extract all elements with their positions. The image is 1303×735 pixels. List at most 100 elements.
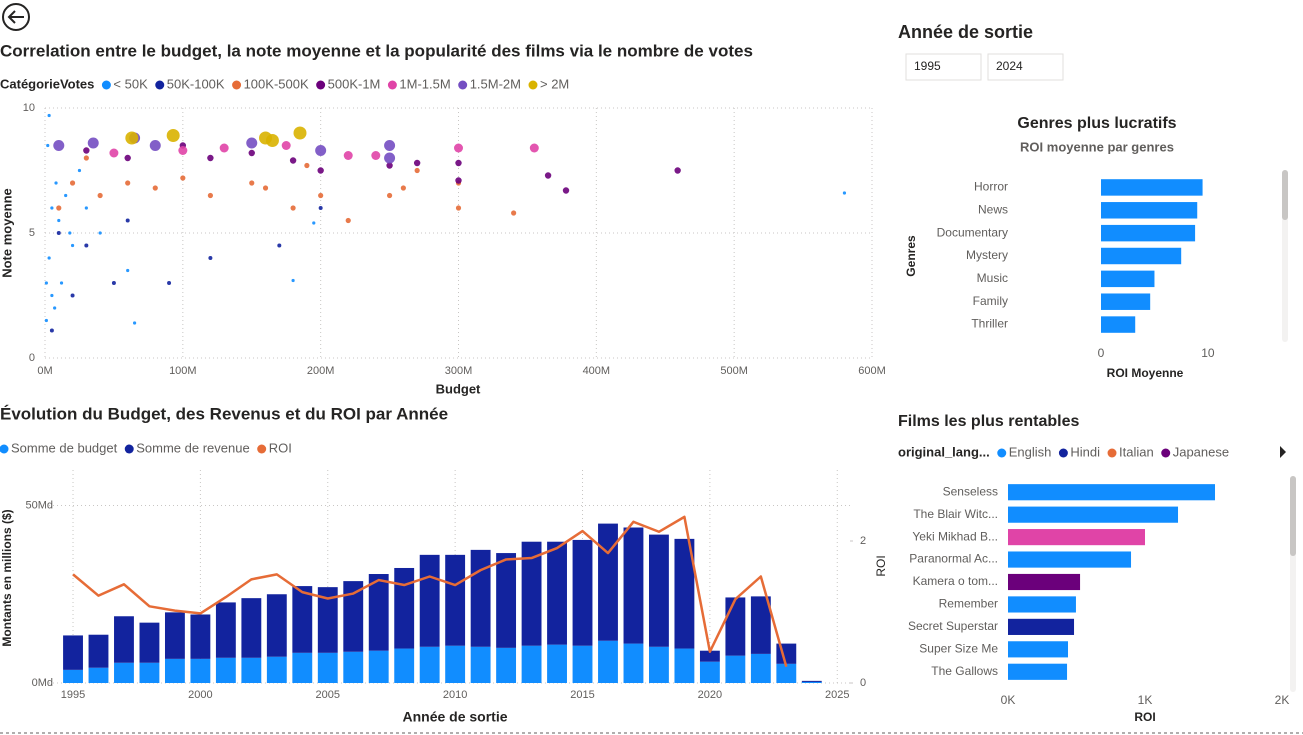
slicer-to-box[interactable] [987, 53, 1064, 81]
bar [1008, 484, 1216, 501]
scatter-point [87, 137, 99, 149]
y-tick-label: 5 [29, 227, 35, 239]
slicer-from-box[interactable] [905, 53, 982, 81]
bar [88, 634, 109, 668]
scatter-point [207, 154, 214, 162]
bar [164, 658, 185, 683]
x-tick-label: 1995 [61, 689, 85, 701]
scatter-point [83, 147, 90, 154]
legend-label: Somme de budget [11, 440, 118, 455]
y-tick-label: 0Md [32, 677, 53, 689]
bar [547, 541, 567, 645]
x-tick-label: 300M [445, 365, 473, 377]
y2-tick-label: 2 [860, 535, 866, 547]
bar [343, 651, 364, 683]
scatter-point [49, 328, 54, 333]
scatter-point [345, 217, 351, 224]
category-label: Family [973, 294, 1008, 308]
legend-label: Hindi [1070, 444, 1100, 459]
bar [623, 527, 644, 644]
scatter-point [132, 321, 137, 325]
scatter-point [56, 231, 61, 235]
legend-next-arrow[interactable] [1280, 446, 1286, 458]
category-label: The Blair Witc... [913, 507, 998, 521]
category-label: Mystery [966, 248, 1008, 262]
x-axis-title: ROI Moyenne [1107, 366, 1184, 380]
bar [190, 658, 211, 683]
bar [750, 596, 771, 654]
slicer-to[interactable]: 2024 [996, 59, 1023, 73]
legend-marker [0, 444, 9, 454]
bar [394, 567, 415, 649]
bar [215, 602, 236, 658]
bar [547, 644, 567, 683]
scatter-point [304, 162, 310, 169]
legend-marker [1058, 448, 1068, 458]
bar [1008, 551, 1132, 568]
scatter-point [317, 167, 324, 174]
scatter-point [69, 180, 76, 186]
scatter-point [413, 159, 421, 167]
x-tick-label: 2010 [443, 689, 467, 701]
bar [1008, 641, 1069, 658]
scatter-point [312, 221, 316, 225]
scatter-point [149, 140, 161, 151]
y-tick-label: 50Md [25, 499, 53, 511]
scatter-point [674, 167, 681, 174]
chart-title: Évolution du Budget, des Revenus et du R… [0, 404, 448, 423]
scrollbar-thumb[interactable] [1282, 170, 1288, 220]
bar [394, 648, 415, 683]
scatter-point [44, 318, 48, 323]
x-tick-label: 100M [169, 365, 197, 377]
legend-label: < 50K [113, 76, 148, 91]
bar [623, 643, 644, 683]
scrollbar-thumb[interactable] [1290, 476, 1296, 556]
bar [649, 534, 669, 647]
slicer-from[interactable]: 1995 [914, 59, 941, 73]
scatter-point [124, 154, 131, 162]
scatter-point [57, 218, 61, 223]
bar [241, 657, 262, 683]
x-tick-label: 2K [1275, 693, 1290, 707]
legend-title: original_lang... [898, 444, 990, 459]
back-button[interactable] [2, 3, 30, 31]
x-tick-label: 2025 [825, 689, 849, 701]
bar [368, 574, 389, 651]
scatter-point [98, 231, 102, 235]
bar [1008, 529, 1145, 546]
bar [1008, 596, 1076, 613]
legend-label: > 2M [540, 76, 569, 91]
scatter-point [166, 129, 180, 142]
bar [63, 669, 83, 683]
bar [496, 553, 517, 648]
category-label: Music [977, 271, 1008, 285]
scatter-point [77, 168, 82, 173]
x-tick-label: 2015 [570, 689, 594, 701]
x-tick-label: 500M [720, 365, 748, 377]
scatter-point [59, 281, 64, 285]
bar [649, 646, 669, 683]
scatter-point [68, 231, 72, 235]
bar [139, 622, 160, 663]
legend-marker [528, 80, 538, 90]
scatter-point [318, 192, 324, 199]
category-label: Super Size Me [919, 642, 998, 656]
scatter-point [125, 218, 130, 223]
scatter-point [277, 243, 282, 248]
bar [1101, 247, 1182, 265]
bar [801, 681, 822, 683]
category-label: Senseless [943, 484, 998, 498]
bar [343, 581, 364, 652]
bar [1101, 293, 1151, 310]
scatter-point [455, 177, 462, 184]
bar [750, 653, 771, 683]
scatter-point [281, 141, 291, 150]
bar [445, 554, 466, 646]
bar [317, 652, 338, 683]
scatter-point [248, 149, 255, 157]
scatter-point [511, 210, 517, 216]
scatter-point [219, 143, 229, 153]
scatter-point [384, 140, 396, 151]
bar [470, 549, 491, 647]
